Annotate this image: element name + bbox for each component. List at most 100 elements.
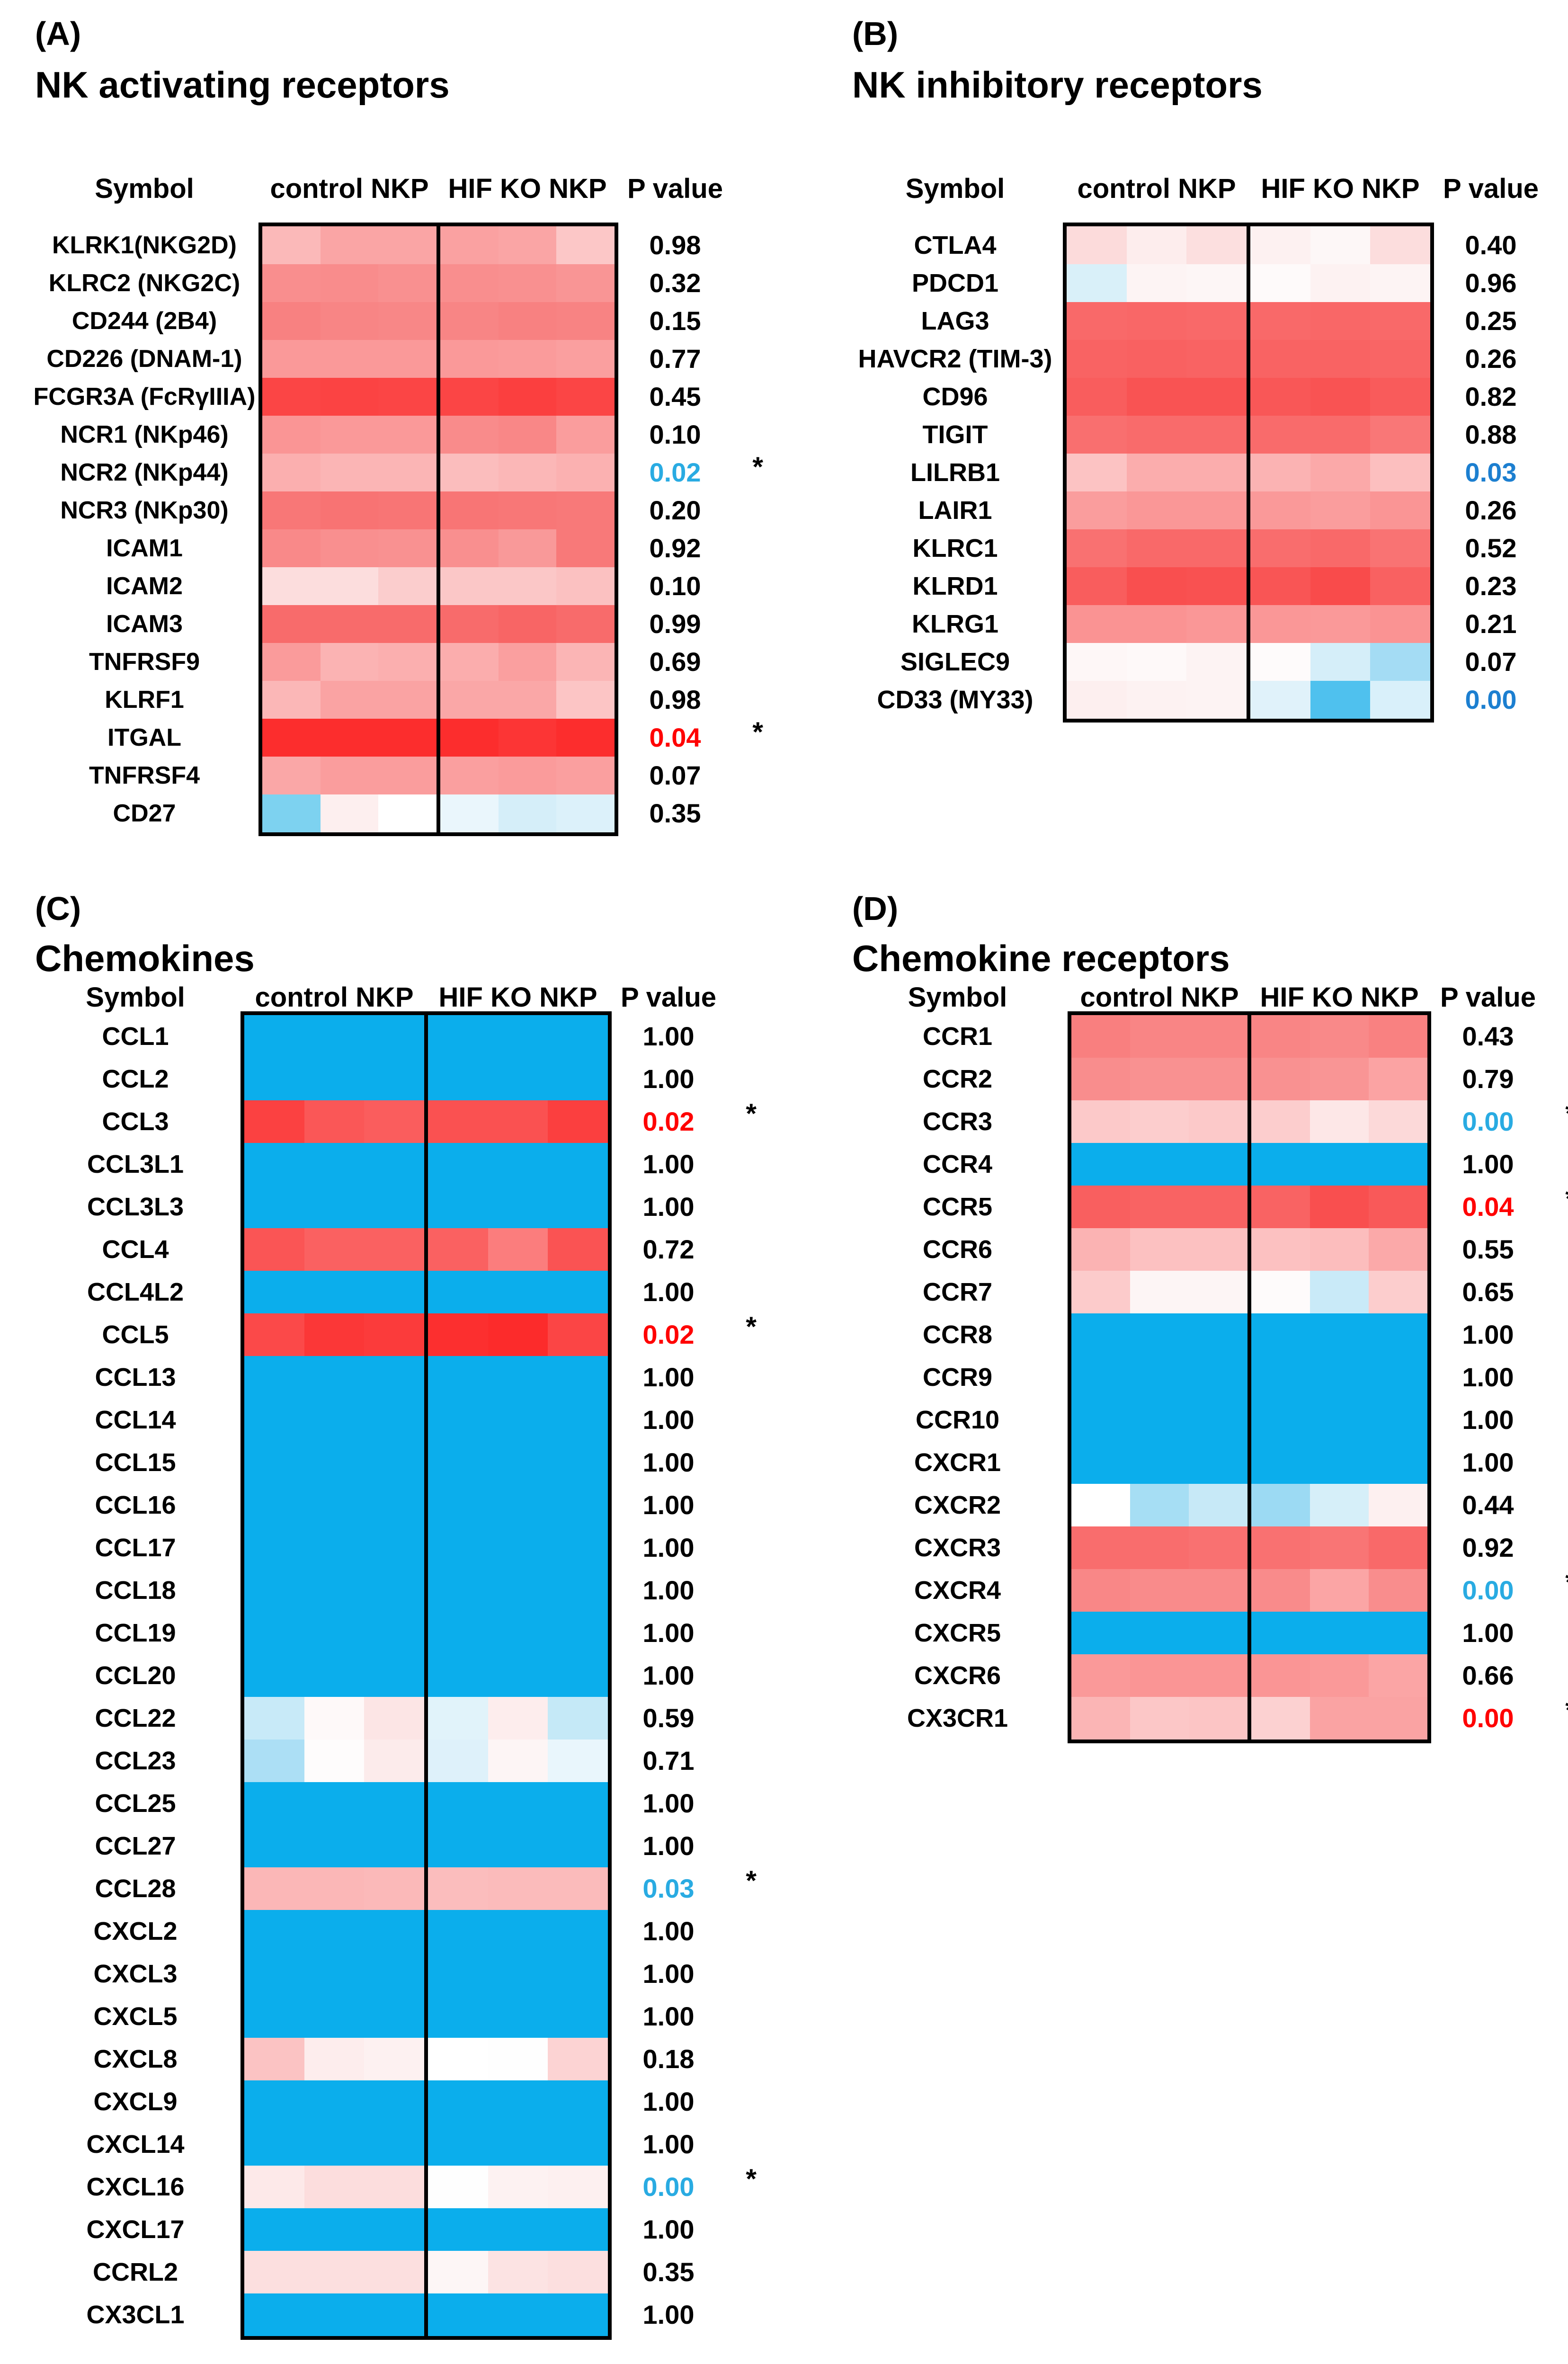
- heatmap-cell: [304, 2123, 365, 2166]
- p-value: 0.25: [1465, 306, 1517, 336]
- p-value-column: 0.40 0.96 0.25 0.26 0.82 0.88 0.03* 0.26 0.52 0.2…: [1434, 226, 1548, 719]
- heatmap-cell: [488, 2166, 548, 2208]
- heatmap-cell: [304, 1654, 365, 1697]
- heatmap-row: [244, 1313, 425, 1356]
- heatmap-cell: [262, 719, 321, 757]
- heatmap-cell: [1251, 1654, 1310, 1697]
- heatmap-row: [440, 416, 615, 454]
- heatmap-cell: [548, 1825, 608, 1867]
- heatmap-row: [1251, 1569, 1427, 1612]
- heatmap-cell: [1126, 226, 1187, 264]
- heatmap-cell: [1071, 1186, 1130, 1228]
- heatmap-cell: [304, 2208, 365, 2251]
- gene-symbol: CCR1: [922, 1022, 993, 1051]
- p-value: 0.66: [1462, 1660, 1514, 1690]
- heatmap-cell: [320, 302, 379, 340]
- col-header-p-value: P value: [1440, 982, 1536, 1013]
- heatmap-row: [428, 1399, 608, 1441]
- heatmap-row: [1071, 1569, 1247, 1612]
- heatmap-cell: [304, 1782, 365, 1825]
- heatmap-cell: [498, 794, 557, 832]
- heatmap-cell: [548, 2080, 608, 2123]
- heatmap-cell: [1067, 567, 1127, 605]
- heatmap-row: [1067, 567, 1247, 605]
- heatmap-cell: [556, 454, 615, 491]
- heatmap-row: [1250, 681, 1431, 719]
- heatmap-row: [262, 681, 437, 719]
- heatmap-cell: [262, 454, 321, 491]
- col-header-p-value: P value: [1443, 173, 1539, 204]
- heatmap-cell: [1130, 1697, 1189, 1740]
- heatmap-cell: [1130, 1356, 1189, 1399]
- heatmap-cell: [364, 1313, 425, 1356]
- p-value: 0.26: [1465, 344, 1517, 374]
- heatmap-cell: [428, 1740, 488, 1782]
- heatmap-row: [244, 1867, 425, 1910]
- heatmap-cell: [1369, 1569, 1427, 1612]
- heatmap-cell: [1067, 605, 1127, 643]
- heatmap-cell: [244, 1740, 304, 1782]
- heatmap-cell: [488, 1825, 548, 1867]
- gene-symbol: ITGAL: [107, 724, 181, 751]
- heatmap-cell: [556, 378, 615, 416]
- heatmap-row: [1071, 1526, 1247, 1569]
- heatmap-cell: [440, 416, 499, 454]
- heatmap-cell: [364, 1697, 425, 1740]
- heatmap-cell: [428, 1015, 488, 1058]
- p-value: 0.35: [649, 798, 701, 828]
- heatmap-cell: [304, 2166, 365, 2208]
- gene-symbol: FCGR3A (FcRγIIIA): [33, 383, 256, 410]
- heatmap-cell: [428, 1953, 488, 1995]
- heatmap-cell: [488, 1441, 548, 1484]
- heatmap-cell: [1251, 1100, 1310, 1143]
- heatmap-cell: [378, 302, 437, 340]
- heatmap-cell: [1310, 1356, 1369, 1399]
- heatmap-cell: [556, 605, 615, 643]
- p-value: 0.98: [649, 230, 701, 260]
- p-value: 1.00: [642, 1021, 695, 1051]
- heatmap-row: [1071, 1186, 1247, 1228]
- p-value: 1.00: [642, 1490, 695, 1520]
- heatmap-cell: [1369, 1484, 1427, 1526]
- gene-symbol: KLRK1(NKG2D): [52, 232, 237, 259]
- heatmap-cell: [364, 2080, 425, 2123]
- heatmap-cell: [556, 643, 615, 681]
- heatmap-row: [244, 1526, 425, 1569]
- p-value-column: 1.00 1.00 0.02 * 1.00 1.00 0.72 1.00 0.02 * 1.00 1.…: [612, 1015, 757, 2336]
- heatmap-cell: [1189, 1526, 1247, 1569]
- heatmap-cell: [1189, 1313, 1247, 1356]
- heatmap-cell: [378, 340, 437, 378]
- heatmap-cell: [440, 302, 499, 340]
- heatmap-row: [1251, 1356, 1427, 1399]
- p-value: 0.71: [642, 1746, 695, 1775]
- gene-symbol: ICAM3: [106, 610, 183, 638]
- gene-symbol: ICAM1: [106, 535, 183, 562]
- p-value: 1.00: [642, 2129, 695, 2159]
- gene-symbol: TIGIT: [922, 420, 988, 449]
- heatmap-row: [428, 1612, 608, 1654]
- heatmap-row: [440, 491, 615, 529]
- gene-symbol: CXCR5: [914, 1619, 1001, 1647]
- p-value-column: 0.98 0.32 0.15 0.77 0.45 0.10 0.02 * 0.20 0.92 0.1…: [618, 226, 764, 832]
- panel-letter: (A): [35, 15, 81, 52]
- heatmap-cell: [488, 1058, 548, 1100]
- heatmap-cell: [488, 2293, 548, 2336]
- heatmap-cell: [1126, 681, 1187, 719]
- heatmap-cell: [1071, 1569, 1130, 1612]
- heatmap-row: [1251, 1186, 1427, 1228]
- heatmap-cell: [440, 567, 499, 605]
- heatmap-cell: [304, 1697, 365, 1740]
- heatmap-cell: [1067, 529, 1127, 567]
- gene-symbol: CXCR6: [914, 1661, 1001, 1690]
- heatmap-cell: [1370, 264, 1431, 302]
- gene-symbol: CCR2: [922, 1065, 993, 1093]
- heatmap-cell: [364, 1143, 425, 1186]
- heatmap-cell: [1369, 1058, 1427, 1100]
- heatmap-cell: [1126, 416, 1187, 454]
- heatmap-cell: [244, 2038, 304, 2080]
- heatmap-cell: [488, 1228, 548, 1271]
- col-header-control-nkp: control NKP: [1077, 173, 1236, 204]
- heatmap-cell: [1071, 1271, 1130, 1313]
- heatmap-cell: [498, 454, 557, 491]
- heatmap-cell: [440, 719, 499, 757]
